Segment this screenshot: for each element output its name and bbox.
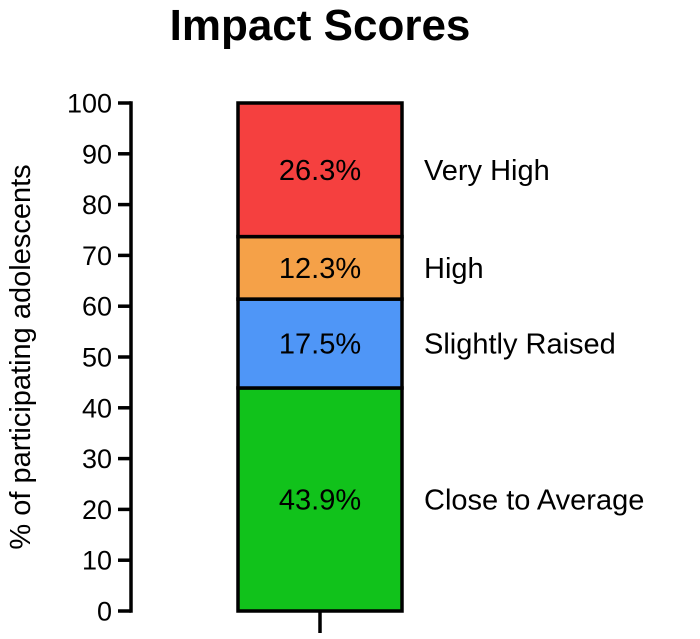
series-label: High bbox=[424, 253, 484, 285]
bar-segment bbox=[236, 101, 404, 239]
y-tick-label: 10 bbox=[82, 546, 112, 576]
bar-segment bbox=[236, 386, 404, 613]
y-tick-label: 30 bbox=[82, 444, 112, 474]
y-tick-label: 70 bbox=[82, 241, 112, 271]
y-tick-label: 100 bbox=[67, 89, 112, 119]
series-label: Slightly Raised bbox=[424, 329, 616, 361]
series-label: Close to Average bbox=[424, 484, 644, 516]
y-axis-label: % of participating adolescents bbox=[5, 164, 37, 549]
y-tick-label: 80 bbox=[82, 190, 112, 220]
y-tick-label: 0 bbox=[97, 597, 112, 627]
data-label: 43.9% bbox=[279, 484, 361, 516]
y-tick-label: 20 bbox=[82, 495, 112, 525]
y-tick-label: 90 bbox=[82, 139, 112, 169]
data-label: 17.5% bbox=[279, 329, 361, 361]
data-label: 26.3% bbox=[279, 155, 361, 187]
bar-segment bbox=[236, 234, 404, 301]
segment-category-labels: Close to Average Slightly Raised High Very … bbox=[424, 155, 644, 517]
chart-title: Impact Scores bbox=[170, 1, 471, 50]
data-labels: 43.9% 17.5% 12.3% 26.3% bbox=[279, 155, 361, 517]
stacked-bar bbox=[236, 101, 404, 613]
bar-segment bbox=[236, 297, 404, 390]
data-label: 12.3% bbox=[279, 253, 361, 285]
series-label: Very High bbox=[424, 155, 550, 187]
y-tick-label: 40 bbox=[82, 393, 112, 423]
y-axis: 0 10 20 30 40 50 60 70 80 90 100 bbox=[67, 89, 322, 633]
y-tick-label: 60 bbox=[82, 292, 112, 322]
y-tick-label: 50 bbox=[82, 343, 112, 373]
